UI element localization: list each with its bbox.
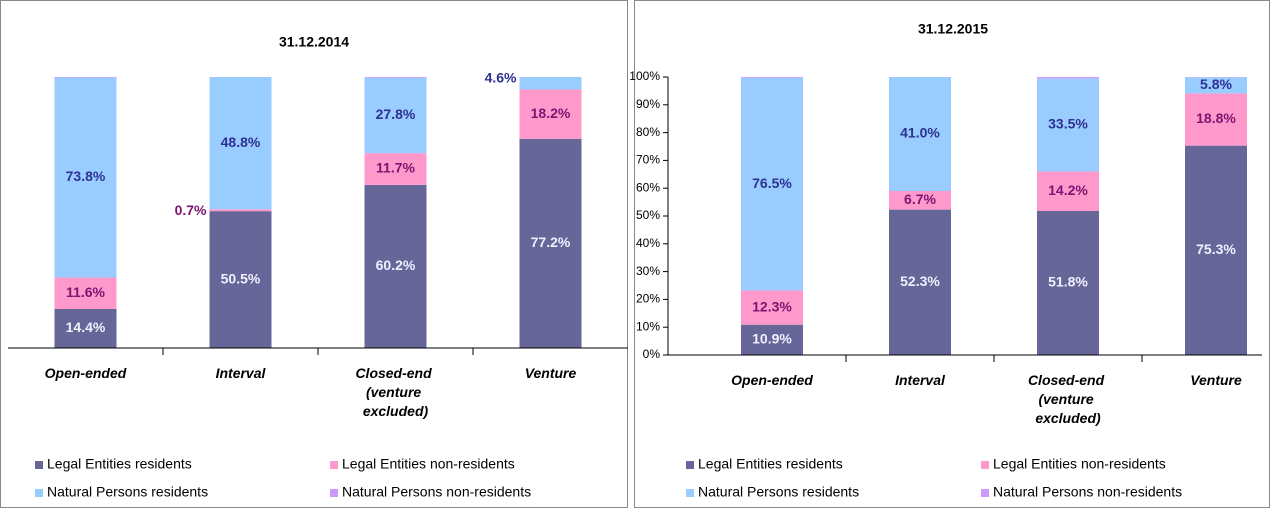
legend-swatch xyxy=(35,461,43,469)
data-label: 50.5% xyxy=(221,270,261,286)
y-tick-label: 10% xyxy=(636,319,660,333)
data-label: 18.2% xyxy=(531,105,571,121)
bar-segment xyxy=(741,324,803,355)
bar-segment xyxy=(54,277,117,309)
bar-segment xyxy=(741,77,803,291)
x-tick-label: Venture xyxy=(525,365,577,381)
bar-segment xyxy=(1185,93,1247,146)
x-tick-label: Closed-end (venture excluded) xyxy=(355,365,435,419)
bar-segment xyxy=(1037,171,1099,211)
y-tick-label: 70% xyxy=(636,153,660,167)
y-tick-label: 30% xyxy=(636,264,660,278)
data-label: 33.5% xyxy=(1048,116,1088,132)
bar-segment xyxy=(364,153,427,185)
bar-segment xyxy=(889,190,951,210)
y-tick-label: 20% xyxy=(636,292,660,306)
bar-segment xyxy=(1037,210,1099,355)
chart-title: 31.12.2015 xyxy=(918,21,988,37)
data-label: 14.4% xyxy=(66,319,106,335)
bar-segment xyxy=(364,184,427,348)
x-tick-label: Open-ended xyxy=(731,372,813,388)
bar-segment xyxy=(519,89,582,139)
bar-segment xyxy=(209,77,272,210)
data-label: 4.6% xyxy=(485,70,517,86)
bar-segment xyxy=(519,138,582,348)
data-label: 73.8% xyxy=(66,168,106,184)
legend-label: Natural Persons non-residents xyxy=(993,484,1182,500)
legend-swatch xyxy=(686,489,694,497)
bar-segment xyxy=(54,77,117,78)
x-tick-label: Open-ended xyxy=(45,365,127,381)
data-label: 14.2% xyxy=(1048,182,1088,198)
x-tick-label: Closed-end (venture excluded) xyxy=(1028,372,1108,426)
y-tick-label: 80% xyxy=(636,125,660,139)
data-label: 51.8% xyxy=(1048,274,1088,290)
legend-swatch xyxy=(981,461,989,469)
bar-segment xyxy=(889,209,951,355)
y-tick-label: 90% xyxy=(636,97,660,111)
bar-segment xyxy=(209,209,272,212)
bar-segment xyxy=(364,77,427,78)
data-label: 11.6% xyxy=(66,284,105,300)
data-label: 18.8% xyxy=(1196,110,1236,126)
data-label: 52.3% xyxy=(900,273,940,289)
panel-border xyxy=(634,0,1270,508)
x-tick-label: Venture xyxy=(1190,372,1242,388)
legend-swatch xyxy=(330,461,338,469)
data-label: 41.0% xyxy=(900,125,940,141)
legend-label: Legal Entities non-residents xyxy=(993,456,1166,472)
bar-segment xyxy=(519,77,582,90)
legend-label: Legal Entities non-residents xyxy=(342,456,515,472)
legend-swatch xyxy=(35,489,43,497)
bar-segment xyxy=(1185,77,1247,94)
data-label: 12.3% xyxy=(752,298,792,314)
legend-label: Legal Entities residents xyxy=(47,456,192,472)
data-label: 77.2% xyxy=(531,234,571,250)
bar-segment xyxy=(1037,77,1099,79)
legend-label: Natural Persons residents xyxy=(47,484,208,500)
bar-segment xyxy=(1185,145,1247,355)
legend-label: Legal Entities residents xyxy=(698,456,843,472)
bar-segment xyxy=(741,77,803,78)
data-label: 6.7% xyxy=(904,191,936,207)
bar-segment xyxy=(54,77,117,278)
y-tick-label: 40% xyxy=(636,236,660,250)
data-label: 48.8% xyxy=(221,134,261,150)
x-tick-label: Interval xyxy=(216,365,267,381)
bar-segment xyxy=(54,308,117,348)
bar-segment xyxy=(1037,78,1099,172)
data-label: 10.9% xyxy=(752,331,792,347)
data-label: 76.5% xyxy=(752,175,792,191)
y-tick-label: 50% xyxy=(636,208,660,222)
data-label: 75.3% xyxy=(1196,241,1236,257)
bar-segment xyxy=(889,77,951,191)
bar-segment xyxy=(741,290,803,325)
legend-swatch xyxy=(686,461,694,469)
y-tick-label: 0% xyxy=(643,347,661,361)
legend-swatch xyxy=(330,489,338,497)
legend-swatch xyxy=(981,489,989,497)
bar-segment xyxy=(209,211,272,348)
chart-title: 31.12.2014 xyxy=(279,34,349,50)
y-tick-label: 60% xyxy=(636,180,660,194)
data-label: 27.8% xyxy=(376,106,416,122)
y-tick-label: 100% xyxy=(629,69,660,83)
x-tick-label: Interval xyxy=(895,372,946,388)
data-label: 0.7% xyxy=(175,202,207,218)
data-label: 60.2% xyxy=(376,257,416,273)
legend-label: Natural Persons residents xyxy=(698,484,859,500)
data-label: 11.7% xyxy=(376,160,415,176)
bar-segment xyxy=(364,77,427,154)
data-label: 5.8% xyxy=(1200,76,1232,92)
panel-border xyxy=(0,0,628,508)
legend-label: Natural Persons non-residents xyxy=(342,484,531,500)
